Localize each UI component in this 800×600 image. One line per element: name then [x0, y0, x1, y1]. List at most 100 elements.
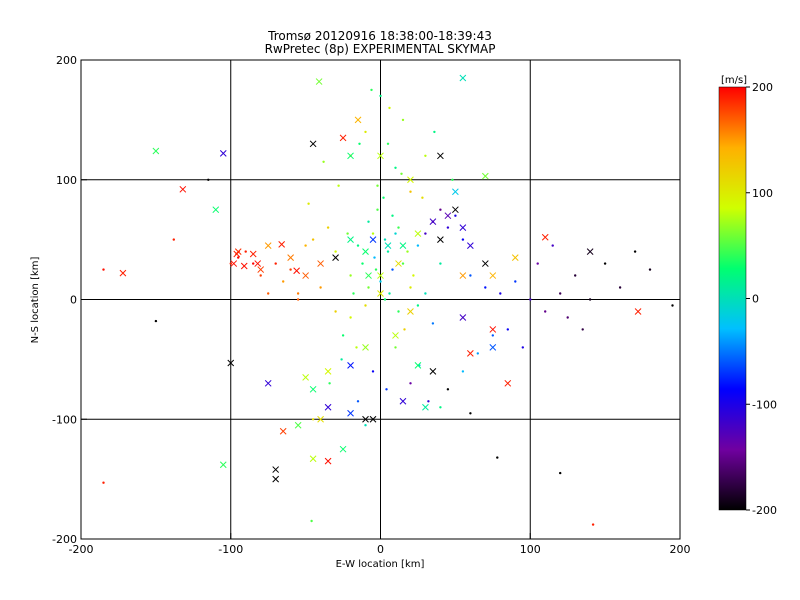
x-axis-label: E-W location [km]: [336, 559, 425, 570]
data-point: [421, 196, 424, 199]
data-point: [385, 388, 388, 391]
data-point: [484, 286, 487, 289]
data-point: [439, 262, 442, 265]
data-point-cross: [369, 415, 377, 423]
data-point-cross: [317, 260, 324, 267]
data-point: [409, 190, 412, 193]
y-tick-label: -200: [52, 533, 77, 546]
data-point: [671, 304, 674, 307]
data-point: [388, 106, 391, 110]
data-point: [588, 298, 592, 301]
y-tick-label: -100: [52, 413, 77, 426]
data-point: [102, 268, 105, 271]
data-point: [424, 292, 427, 295]
data-point: [388, 292, 391, 295]
data-point: [409, 286, 412, 289]
data-point-cross: [294, 421, 302, 429]
data-point: [391, 268, 394, 271]
data-point: [367, 220, 370, 223]
colorbar-tick-label: -100: [752, 398, 777, 411]
data-point-cross: [429, 218, 437, 226]
chart-title: Tromsø 20120916 18:38:00-18:39:43: [267, 29, 492, 43]
data-point: [252, 262, 255, 265]
data-point-cross: [264, 242, 272, 249]
data-point-cross: [152, 147, 160, 155]
data-point: [401, 262, 405, 265]
data-point: [386, 142, 390, 145]
data-point: [591, 523, 595, 526]
data-point-cross: [279, 427, 287, 435]
data-point: [401, 118, 405, 122]
y-axis-label: N-S location [km]: [30, 257, 41, 344]
data-point: [337, 184, 340, 187]
data-point: [319, 286, 322, 289]
data-point: [358, 142, 361, 145]
data-point: [397, 226, 400, 229]
data-point: [506, 328, 509, 331]
data-point-cross: [324, 457, 332, 465]
data-point: [373, 256, 376, 259]
data-point: [433, 130, 436, 134]
data-point-cross: [414, 230, 422, 237]
data-point-cross: [347, 236, 354, 243]
data-point: [566, 316, 569, 319]
colorbar-label: [m/s]: [721, 75, 747, 86]
data-point: [237, 256, 240, 259]
data-point: [439, 208, 442, 211]
data-point: [296, 292, 300, 295]
data-point-cross: [377, 152, 384, 160]
data-point: [603, 262, 607, 265]
data-point-cross: [264, 379, 272, 387]
data-point: [383, 238, 387, 241]
data-point-cross: [489, 272, 497, 279]
data-point-cross: [459, 224, 467, 232]
data-point: [412, 274, 415, 277]
x-tick-label: 200: [670, 543, 691, 556]
data-point: [334, 250, 337, 253]
data-point-cross: [481, 172, 489, 180]
data-point: [431, 322, 435, 325]
colorbar: [m/s] -200 -100 0 100 200: [718, 75, 777, 517]
data-point-cross: [437, 152, 444, 160]
data-point: [409, 382, 412, 385]
data-point: [424, 232, 427, 235]
data-point: [356, 244, 360, 247]
data-point: [446, 388, 450, 391]
data-point-cross: [511, 254, 519, 261]
colorbar-ticks: -200 -100 0 100 200: [746, 81, 777, 517]
data-point-cross: [407, 308, 414, 315]
data-point: [311, 238, 315, 241]
data-point: [536, 262, 539, 265]
data-point: [529, 298, 532, 301]
data-point-cross: [240, 262, 248, 270]
data-point: [376, 184, 379, 187]
data-point: [551, 244, 554, 247]
data-point-cross: [278, 241, 286, 248]
data-point: [328, 382, 331, 385]
data-point: [326, 226, 330, 229]
data-point-cross: [395, 260, 402, 267]
data-point: [274, 262, 277, 265]
data-point: [207, 178, 210, 181]
data-point-cross: [429, 367, 437, 375]
colorbar-gradient: [718, 86, 747, 511]
data-point: [439, 406, 442, 409]
data-point-cross: [369, 236, 377, 243]
data-point: [346, 232, 349, 235]
y-tick-label: 0: [70, 294, 77, 307]
data-point-cross: [272, 475, 280, 483]
data-point-cross: [230, 260, 238, 267]
data-point-cross: [362, 248, 369, 255]
data-point-cross: [254, 260, 262, 267]
data-point: [424, 154, 427, 157]
data-point: [559, 292, 562, 295]
data-point-cross: [504, 379, 512, 387]
data-point: [322, 160, 325, 163]
data-point-cross: [317, 415, 324, 423]
data-point: [633, 250, 637, 253]
data-point-cross: [324, 367, 332, 375]
data-point: [451, 178, 454, 181]
data-point: [491, 334, 494, 337]
data-point: [581, 328, 584, 331]
data-point-cross: [324, 403, 332, 411]
